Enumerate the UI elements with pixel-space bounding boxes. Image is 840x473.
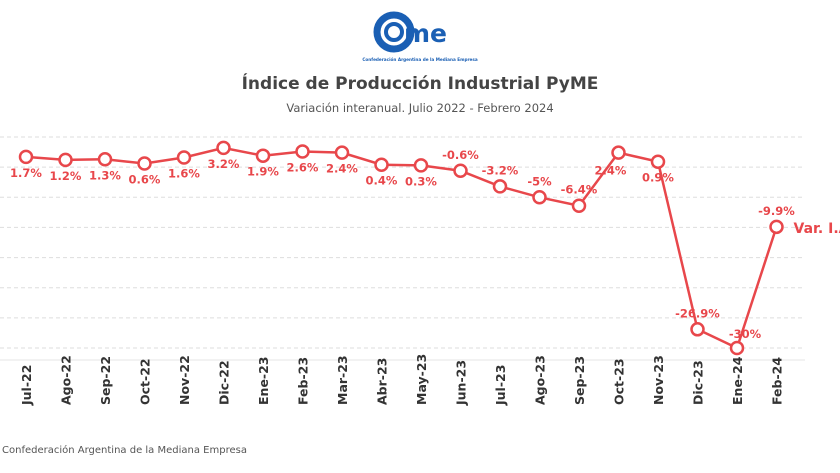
data-point [18,149,34,165]
data-label: 2.6% [287,160,319,174]
data-point [58,152,73,168]
data-point [255,148,271,163]
data-point [216,140,231,156]
x-tick-label: Dic-23 [691,360,706,405]
x-tick-label: Feb-23 [296,357,311,405]
data-label: 0.9% [642,171,674,185]
data-point [571,198,587,213]
data-label: 1.9% [247,165,279,179]
x-tick-label: Sep-22 [98,356,113,405]
x-tick-label: Feb-24 [770,357,785,405]
data-point [137,156,152,171]
x-tick-label: Jul-22 [19,365,34,406]
x-tick-label: Nov-22 [177,355,192,405]
x-tick-label: Jun-23 [454,360,469,406]
data-label: 1.7% [10,166,42,180]
data-label: 0.6% [129,173,161,187]
data-point [729,340,745,356]
data-point [295,144,310,159]
data-label: -5% [527,174,552,188]
data-point [492,179,508,194]
x-tick-label: Ene-24 [730,356,745,405]
x-tick-label: Oct-22 [138,358,153,405]
data-label: 2.4% [595,164,627,178]
data-point [334,145,350,160]
x-tick-label: Ago-22 [59,355,74,405]
svg-text:me: me [404,19,447,48]
data-label: -3.2% [482,163,519,177]
data-point [413,158,429,173]
data-label: 2.4% [326,162,358,176]
data-label: 1.6% [168,166,200,180]
data-point [453,163,468,179]
data-label: -26.9% [675,306,720,320]
svg-text:Confederación Argentina de la: Confederación Argentina de la Mediana Em… [362,57,478,62]
x-tick-label: Nov-23 [651,355,666,405]
chart-subtitle: Variación interanual. Julio 2022 - Febre… [286,101,554,115]
came-logo: me Confederación Argentina de la Mediana… [362,11,478,62]
data-point [532,190,547,205]
series-name-label: Var. I.A [794,221,840,237]
chart-title: Índice de Producción Industrial PyME [241,74,599,94]
data-label: 1.3% [89,168,121,182]
data-point [611,145,626,160]
data-label: -6.4% [561,183,598,197]
data-label: 0.4% [366,174,398,188]
x-tick-label: Ene-23 [256,357,271,406]
data-label: -30% [729,327,762,341]
data-point [650,154,666,169]
data-label: 0.3% [405,174,437,188]
x-tick-label: Mar-23 [335,355,350,405]
data-label: 3.2% [208,157,240,171]
data-label: 1.2% [50,169,82,183]
data-label: -0.6% [442,148,479,162]
data-label: -9.9% [758,204,795,218]
x-tick-label: Dic-22 [217,360,232,405]
x-tick-label: May-23 [414,354,429,405]
data-point [176,150,192,165]
x-tick-label: Ago-23 [533,355,548,405]
x-tick-label: Jul-23 [493,365,508,406]
data-point [769,219,784,235]
data-point [690,322,705,337]
data-point [97,152,113,167]
data-point [374,157,389,172]
x-tick-label: Abr-23 [375,358,390,405]
x-tick-label: Oct-23 [612,358,627,405]
source-note: Confederación Argentina de la Mediana Em… [2,445,247,456]
x-tick-label: Sep-23 [572,356,587,405]
